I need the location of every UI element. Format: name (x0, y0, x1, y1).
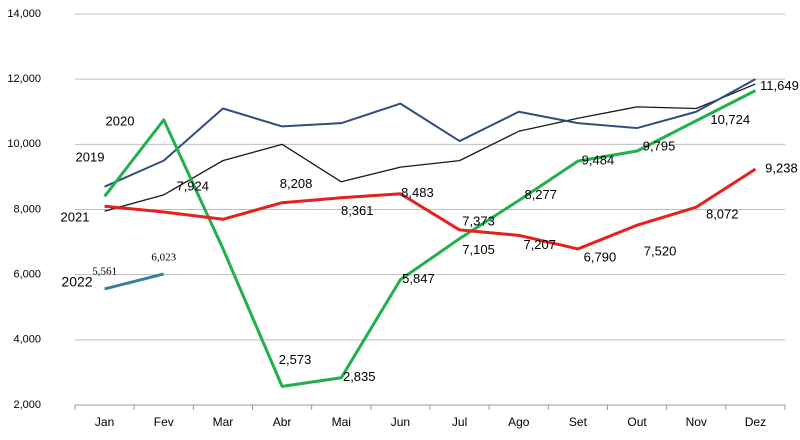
x-tick-label: Nov (686, 415, 707, 429)
x-tick-label: Abr (273, 415, 292, 429)
y-tick-label: 10,000 (7, 138, 41, 150)
data-label: 9,484 (582, 153, 615, 168)
data-label: 7,520 (644, 244, 677, 259)
series-name: 2022 (61, 274, 92, 290)
y-tick-label: 12,000 (7, 73, 41, 85)
data-label: 6,023 (151, 251, 176, 263)
data-label: 9,238 (765, 161, 798, 176)
x-tick-label: Mai (332, 415, 351, 429)
x-tick-label: Jan (95, 415, 114, 429)
x-tick-label: Dez (745, 415, 766, 429)
data-label: 10,724 (710, 112, 750, 127)
data-label: 2,573 (279, 352, 312, 367)
data-label: 11,649 (760, 78, 799, 93)
data-label: 8,208 (280, 176, 313, 191)
series-line (103, 89, 757, 388)
data-label: 5,847 (402, 271, 435, 286)
series-line (104, 83, 756, 212)
series-name: 2021 (61, 209, 90, 224)
x-tick-label: Fev (154, 415, 174, 429)
x-tick-label: Jul (452, 415, 467, 429)
data-label: 8,361 (341, 203, 374, 218)
data-label: 8,072 (706, 207, 739, 222)
x-tick-label: Mar (213, 415, 234, 429)
series-name: 2020 (106, 113, 135, 128)
series-name: 2019 (76, 149, 105, 164)
x-tick-label: Ago (508, 415, 530, 429)
y-tick-label: 6,000 (13, 269, 41, 281)
y-tick-label: 2,000 (13, 399, 41, 411)
data-label: 7,924 (176, 178, 209, 193)
data-label: 8,483 (401, 185, 434, 200)
x-tick-label: Out (627, 415, 647, 429)
data-label: 7,207 (523, 237, 556, 252)
series-line (104, 167, 757, 251)
data-label: 6,790 (584, 249, 617, 264)
data-label: 5,561 (92, 266, 117, 278)
y-tick-label: 8,000 (13, 203, 41, 215)
y-tick-label: 4,000 (13, 334, 41, 346)
x-tick-label: Set (569, 415, 588, 429)
series-line (104, 272, 165, 291)
data-label: 7,105 (462, 242, 495, 257)
data-label: 2,835 (343, 369, 376, 384)
y-tick-label: 14,000 (7, 8, 41, 20)
data-label: 7,373 (462, 213, 495, 228)
x-tick-label: Jun (391, 415, 410, 429)
data-label: 8,277 (524, 187, 557, 202)
data-label: 9,795 (643, 138, 676, 153)
series-line (104, 78, 756, 188)
